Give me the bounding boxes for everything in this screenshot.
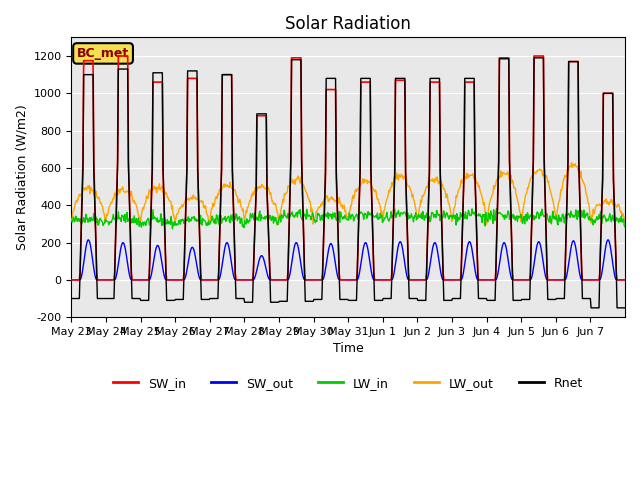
LW_in	[284, 216, 291, 221]
Text: BC_met: BC_met	[77, 47, 129, 60]
X-axis label: Time: Time	[333, 342, 364, 356]
SW_in	[284, 277, 291, 283]
LW_out	[568, 160, 575, 166]
Legend: SW_in, SW_out, LW_in, LW_out, Rnet: SW_in, SW_out, LW_in, LW_out, Rnet	[108, 372, 588, 395]
Line: Rnet: Rnet	[72, 58, 625, 308]
SW_out	[84, 237, 92, 243]
Rnet	[68, 296, 76, 301]
Rnet	[436, 168, 444, 174]
LW_out	[262, 186, 269, 192]
LW_out	[132, 203, 140, 208]
LW_out	[234, 200, 242, 205]
LW_in	[68, 218, 76, 224]
Rnet	[405, 296, 413, 301]
LW_out	[621, 220, 629, 226]
Y-axis label: Solar Radiation (W/m2): Solar Radiation (W/m2)	[15, 104, 28, 250]
Rnet	[530, 55, 538, 61]
Rnet	[621, 305, 629, 311]
SW_in	[68, 277, 76, 283]
SW_out	[284, 277, 291, 283]
SW_in	[115, 53, 122, 59]
LW_in	[437, 213, 445, 219]
LW_in	[168, 226, 176, 232]
LW_in	[262, 213, 270, 219]
SW_in	[621, 277, 629, 283]
LW_in	[493, 206, 500, 212]
SW_out	[621, 277, 629, 283]
Rnet	[283, 299, 291, 304]
SW_out	[68, 277, 76, 283]
SW_in	[406, 277, 413, 283]
LW_in	[132, 216, 140, 221]
Title: Solar Radiation: Solar Radiation	[285, 15, 411, 33]
LW_out	[68, 216, 76, 222]
Line: SW_out: SW_out	[72, 240, 625, 280]
SW_in	[262, 113, 270, 119]
Line: LW_in: LW_in	[72, 209, 625, 229]
SW_out	[406, 277, 413, 283]
Rnet	[588, 305, 595, 311]
Rnet	[234, 296, 242, 301]
SW_out	[133, 277, 141, 283]
Rnet	[262, 111, 269, 117]
LW_in	[621, 224, 629, 230]
SW_out	[437, 270, 445, 276]
LW_out	[284, 189, 291, 195]
LW_in	[406, 215, 413, 221]
LW_out	[275, 221, 282, 227]
SW_in	[133, 277, 141, 283]
Rnet	[132, 296, 140, 301]
LW_out	[406, 185, 413, 191]
Line: SW_in: SW_in	[72, 56, 625, 280]
SW_in	[437, 194, 445, 200]
LW_in	[235, 216, 243, 221]
Line: LW_out: LW_out	[72, 163, 625, 224]
SW_out	[262, 267, 270, 273]
SW_in	[235, 277, 243, 283]
LW_out	[437, 178, 445, 183]
SW_out	[235, 277, 243, 283]
